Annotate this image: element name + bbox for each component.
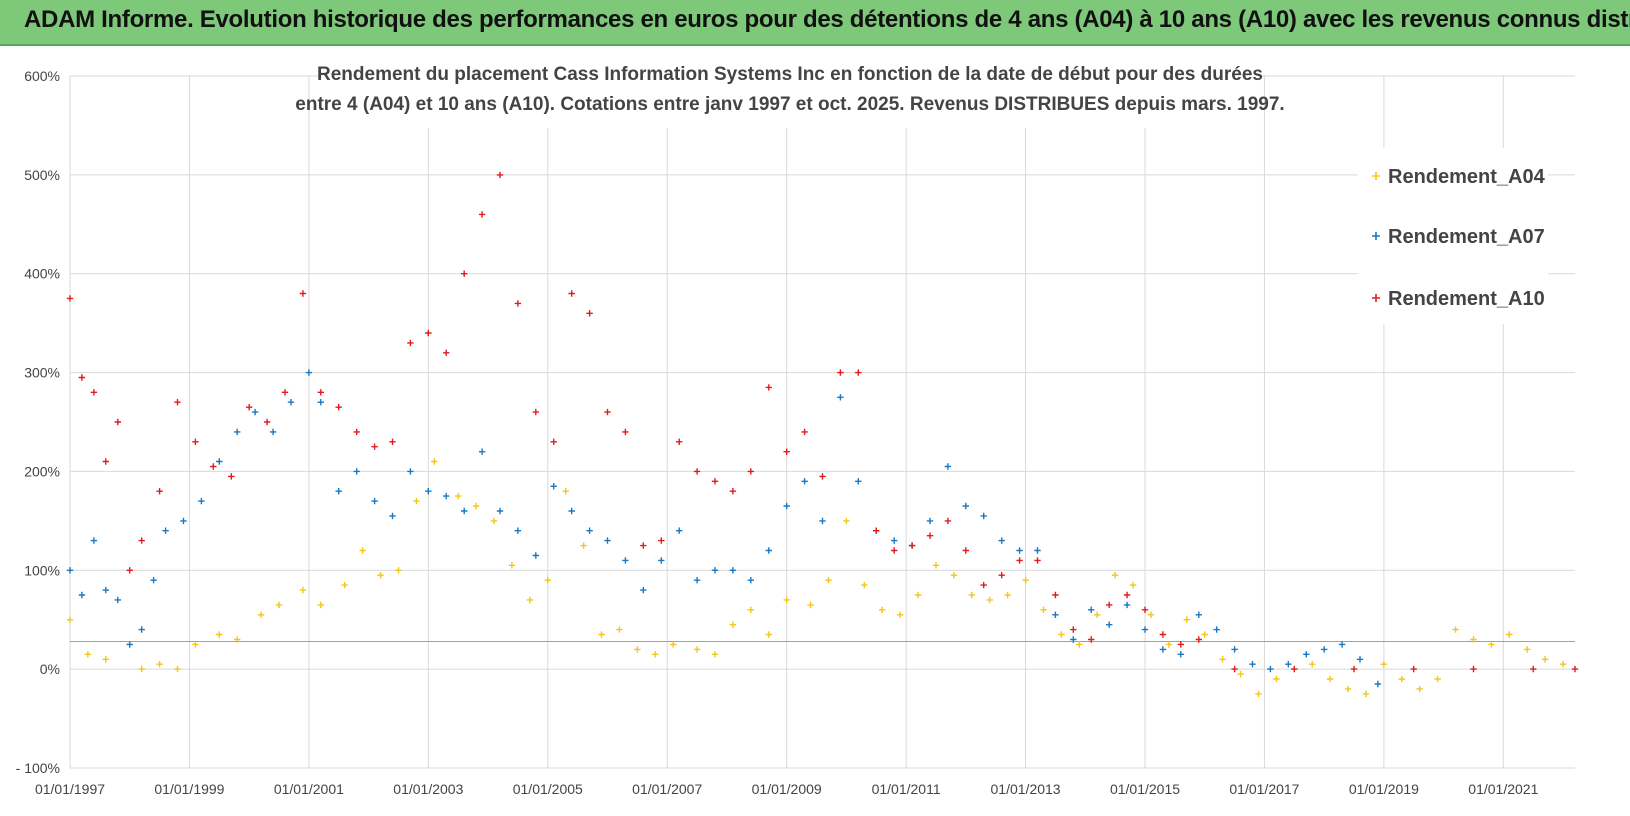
y-tick-label: 400%: [24, 266, 60, 282]
x-axis: 01/01/1997 01/01/1999 01/01/2001 01/01/2003…: [35, 781, 1539, 797]
y-axis: - 100% 0% 100% 200% 300% 400% 500% 600%: [16, 68, 60, 776]
chart-points: [66, 171, 1579, 698]
y-tick-label: 200%: [24, 463, 60, 479]
series-Rendement_A10: [66, 171, 1579, 673]
x-tick-label: 01/01/2019: [1349, 781, 1419, 797]
chart-title-line1: Rendement du placement Cass Information …: [317, 64, 1263, 85]
x-tick-label: 01/01/2013: [991, 781, 1061, 797]
data-point: [66, 369, 1382, 688]
data-point: [66, 458, 1567, 698]
y-tick-label: 100%: [24, 562, 60, 578]
data-point: [66, 171, 1579, 673]
x-tick-label: 01/01/2007: [632, 781, 702, 797]
chart-title-line2: entre 4 (A04) et 10 ans (A10). Cotations…: [295, 94, 1284, 115]
y-tick-label: 600%: [24, 68, 60, 84]
x-tick-label: 01/01/2003: [393, 781, 463, 797]
y-tick-label: 0%: [40, 661, 60, 677]
x-tick-label: 01/01/2005: [513, 781, 583, 797]
x-tick-label: 01/01/1997: [35, 781, 105, 797]
legend-marker: [1372, 232, 1380, 240]
x-tick-label: 01/01/1999: [154, 781, 224, 797]
x-tick-label: 01/01/2015: [1110, 781, 1180, 797]
series-Rendement_A07: [66, 369, 1382, 688]
y-tick-label: - 100%: [16, 760, 60, 776]
chart-title-backdrop: [322, 54, 1262, 128]
header-banner: ADAM Informe. Evolution historique des p…: [0, 0, 1630, 46]
chart-area: - 100% 0% 100% 200% 300% 400% 500% 600% 01/01/1…: [16, 54, 1579, 797]
legend-label: Rendement_A10: [1388, 288, 1545, 310]
x-tick-label: 01/01/2009: [752, 781, 822, 797]
legend-label: Rendement_A07: [1388, 226, 1545, 248]
chart-gridlines: [69, 75, 1575, 769]
legend-label: Rendement_A04: [1388, 166, 1546, 188]
x-tick-label: 01/01/2017: [1229, 781, 1299, 797]
legend-marker: [1372, 172, 1380, 180]
x-tick-label: 01/01/2001: [274, 781, 344, 797]
series-Rendement_A04: [66, 458, 1567, 698]
x-tick-label: 01/01/2021: [1468, 781, 1538, 797]
y-tick-label: 500%: [24, 167, 60, 183]
x-tick-label: 01/01/2011: [872, 781, 941, 797]
legend-backdrop: [1358, 148, 1548, 324]
header-title: ADAM Informe. Evolution historique des p…: [24, 6, 1630, 33]
chart-legend: Rendement_A04 Rendement_A07 Rendement_A10: [1358, 148, 1548, 324]
legend-marker: [1372, 294, 1380, 302]
y-tick-label: 300%: [24, 365, 60, 381]
